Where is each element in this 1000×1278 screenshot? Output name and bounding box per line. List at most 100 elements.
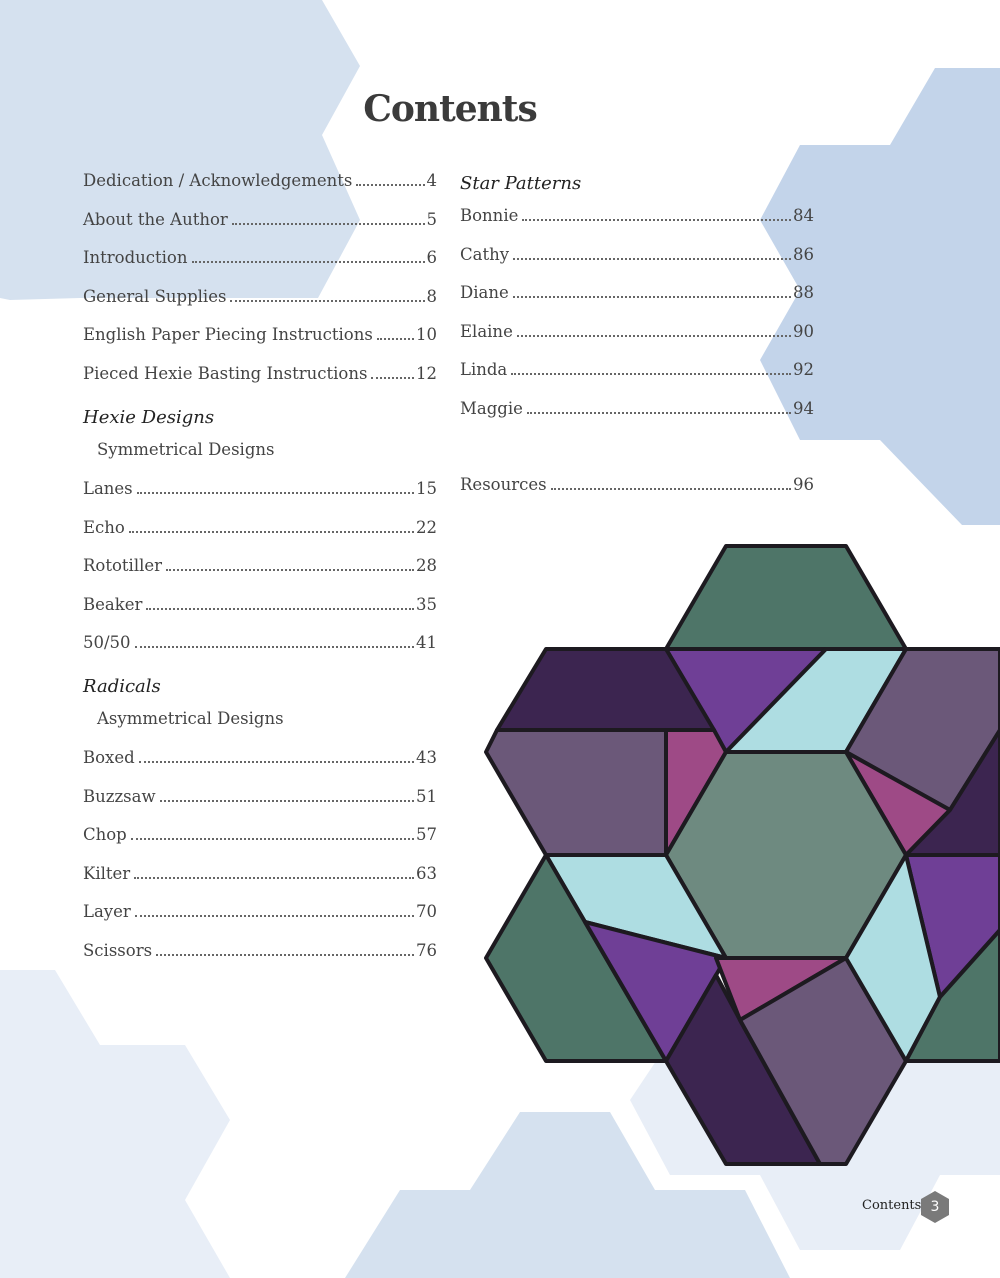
subsection-heading: Asymmetrical Designs [97,709,284,728]
dot-leader [130,838,414,840]
toc-entry-page: 84 [793,206,814,225]
toc-entry-label: Scissors [83,940,153,960]
bg-hexagon [345,1112,790,1278]
toc-entry-page: 4 [426,171,438,190]
toc-entry-label: Beaker [83,594,143,614]
toc-entry[interactable]: Scissors 76 [83,941,437,960]
toc-entry[interactable]: Elaine 90 [460,322,814,341]
toc-entry-label: Echo [83,517,125,537]
toc-entry[interactable]: Chop 57 [83,825,437,844]
dot-leader [550,488,791,490]
dot-leader [231,222,425,225]
toc-entry[interactable]: 50/50 41 [83,633,437,652]
toc-entry[interactable]: Linda 92 [460,360,814,379]
toc-entry[interactable]: Resources 96 [460,475,814,494]
quilt-piece [904,728,1000,857]
toc-entry-label: Elaine [460,321,513,341]
toc-entry-page: 94 [793,398,814,418]
section-heading: Star Patterns [460,173,582,194]
quilt-piece [484,728,668,857]
toc-entry-label: Resources [460,475,547,494]
toc-entry[interactable]: Introduction 6 [83,248,437,267]
toc-entry[interactable]: Cathy 86 [460,245,814,264]
toc-entry-page: 41 [416,633,437,652]
dot-leader [371,376,414,379]
toc-entry-page: 8 [426,286,438,306]
dot-leader [356,184,425,186]
bg-hexagon [0,970,230,1278]
section-heading: Radicals [83,676,161,697]
dot-leader [134,646,414,648]
toc-entry-label: Dedication / Acknowledgements [83,171,353,190]
dot-leader [376,338,414,340]
page-title: Contents [363,88,537,130]
toc-entry[interactable]: Pieced Hexie Basting Instructions 12 [83,364,437,383]
dot-leader [166,569,414,571]
footer-section-label: Contents [862,1198,922,1213]
toc-entry-page: 51 [416,786,437,806]
dot-leader [522,219,791,221]
toc-entry-label: Chop [83,825,127,844]
toc-entry-page: 57 [416,825,437,844]
dot-leader [159,799,414,802]
toc-entry-page: 15 [416,479,437,498]
toc-entry-label: Kilter [83,863,131,883]
toc-entry[interactable]: Echo 22 [83,518,437,537]
toc-entry-page: 92 [793,360,814,379]
dot-leader [134,876,414,879]
toc-entry-label: Pieced Hexie Basting Instructions [83,363,368,383]
dot-leader [511,373,791,375]
toc-entry[interactable]: English Paper Piecing Instructions 10 [83,325,437,344]
toc-entry-label: General Supplies [83,286,227,306]
dot-leader [513,257,791,260]
toc-entry-label: 50/50 [83,633,131,652]
toc-entry-page: 6 [426,248,438,267]
toc-entry-page: 10 [416,325,437,344]
toc-entry-label: Bonnie [460,206,519,225]
toc-entry-page: 96 [793,475,814,494]
bg-hexagon [0,0,360,300]
section-heading: Hexie Designs [83,407,215,428]
dot-leader [134,915,414,917]
toc-entry-page: 86 [793,244,814,264]
toc-entry-page: 76 [416,940,437,960]
dot-leader [128,530,414,533]
toc-entry-label: Maggie [460,398,523,418]
toc-entry[interactable]: Buzzsaw 51 [83,787,437,806]
quilt-piece [664,544,908,651]
page-number: 3 [930,1199,940,1215]
toc-entry-label: Introduction [83,248,188,267]
toc-entry[interactable]: Boxed 43 [83,748,437,767]
toc-entry[interactable]: Dedication / Acknowledgements 4 [83,171,437,190]
toc-entry[interactable]: Kilter 63 [83,864,437,883]
toc-entry-page: 35 [416,594,437,614]
toc-entry-label: Cathy [460,244,510,264]
toc-entry[interactable]: Beaker 35 [83,595,437,614]
dot-leader [138,761,414,763]
toc-entry-label: About the Author [83,209,228,229]
toc-entry[interactable]: Rototiller 28 [83,556,437,575]
toc-entry[interactable]: Lanes 15 [83,479,437,498]
toc-entry-page: 28 [416,556,437,575]
dot-leader [512,296,791,298]
toc-entry[interactable]: General Supplies 8 [83,287,437,306]
toc-entry-label: Boxed [83,748,135,767]
toc-entry[interactable]: Diane 88 [460,283,814,302]
toc-entry[interactable]: About the Author 5 [83,210,437,229]
quilt-piece [904,928,1000,1063]
toc-entry[interactable]: Layer 70 [83,902,437,921]
toc-entry[interactable]: Maggie 94 [460,399,814,418]
toc-entry-label: English Paper Piecing Instructions [83,325,373,344]
quilt-piece [738,956,908,1166]
bg-hexagon [760,68,1000,525]
subsection-heading: Symmetrical Designs [97,440,275,459]
toc-entry-label: Lanes [83,479,133,498]
toc-entry-page: 70 [416,902,437,921]
toc-entry-label: Rototiller [83,556,163,575]
dot-leader [191,261,425,263]
dot-leader [526,411,791,414]
dot-leader [156,953,414,956]
toc-entry-label: Linda [460,360,508,379]
toc-entry[interactable]: Bonnie 84 [460,206,814,225]
